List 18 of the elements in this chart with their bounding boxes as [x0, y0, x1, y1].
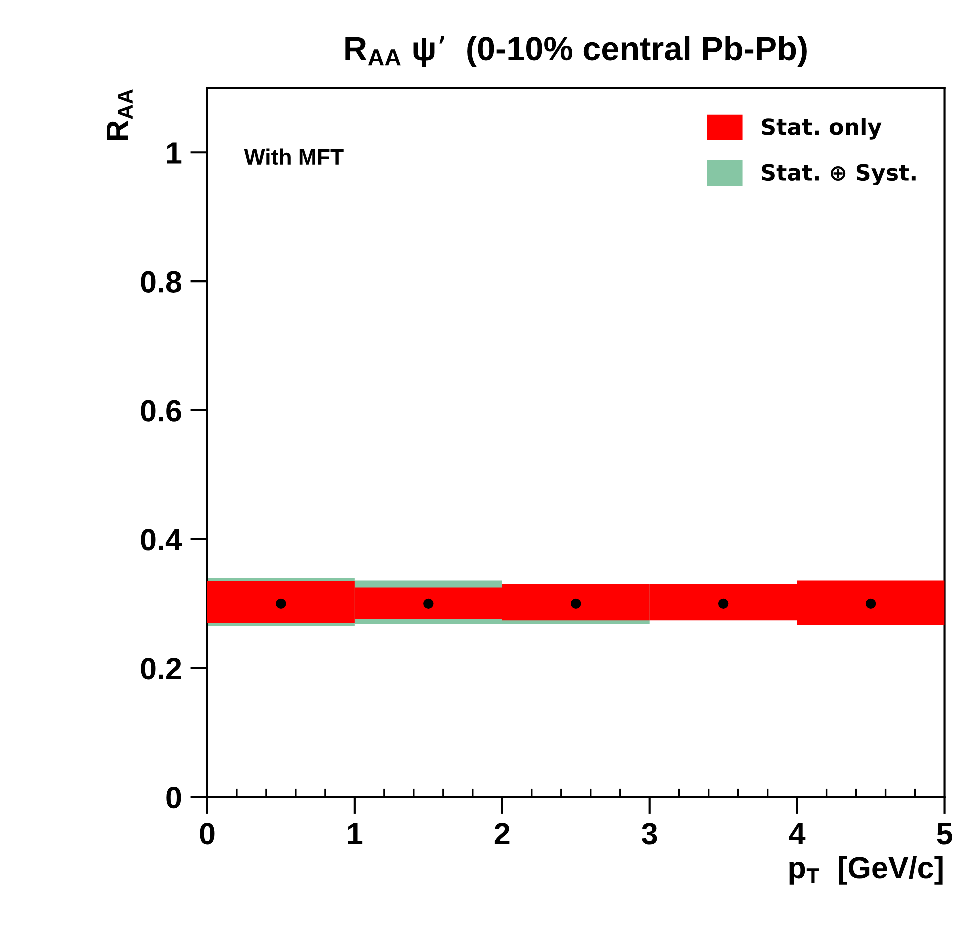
y-tick-label: 0.6: [141, 400, 182, 422]
x-tick-label: 5: [937, 823, 952, 845]
annotation: With MFT: [244, 148, 344, 166]
legend-label: Stat. ⊕ Syst.: [762, 164, 916, 186]
x-tick-label: 1: [348, 823, 363, 844]
y-tick-label: 0.4: [141, 529, 182, 551]
y-tick-label: 1: [167, 142, 182, 164]
x-tick-label: 2: [494, 823, 510, 844]
x-tick-label: 4: [789, 823, 806, 844]
legend-label: Stat. only: [762, 118, 882, 140]
y-axis-title: R$_{AA}$: [107, 90, 133, 140]
y-tick-label: 0.2: [141, 658, 182, 680]
chart-title: R$_{AA}$ ψ’ (0-10% central Pb-Pb): [346, 36, 807, 68]
y-tick-label: 0.8: [141, 271, 182, 293]
y-tick-label: 0: [166, 787, 182, 809]
x-axis-title: p$_{T}$ [GeV/c]: [790, 856, 943, 885]
x-tick-label: 3: [642, 823, 658, 845]
x-tick-label: 0: [200, 823, 215, 845]
